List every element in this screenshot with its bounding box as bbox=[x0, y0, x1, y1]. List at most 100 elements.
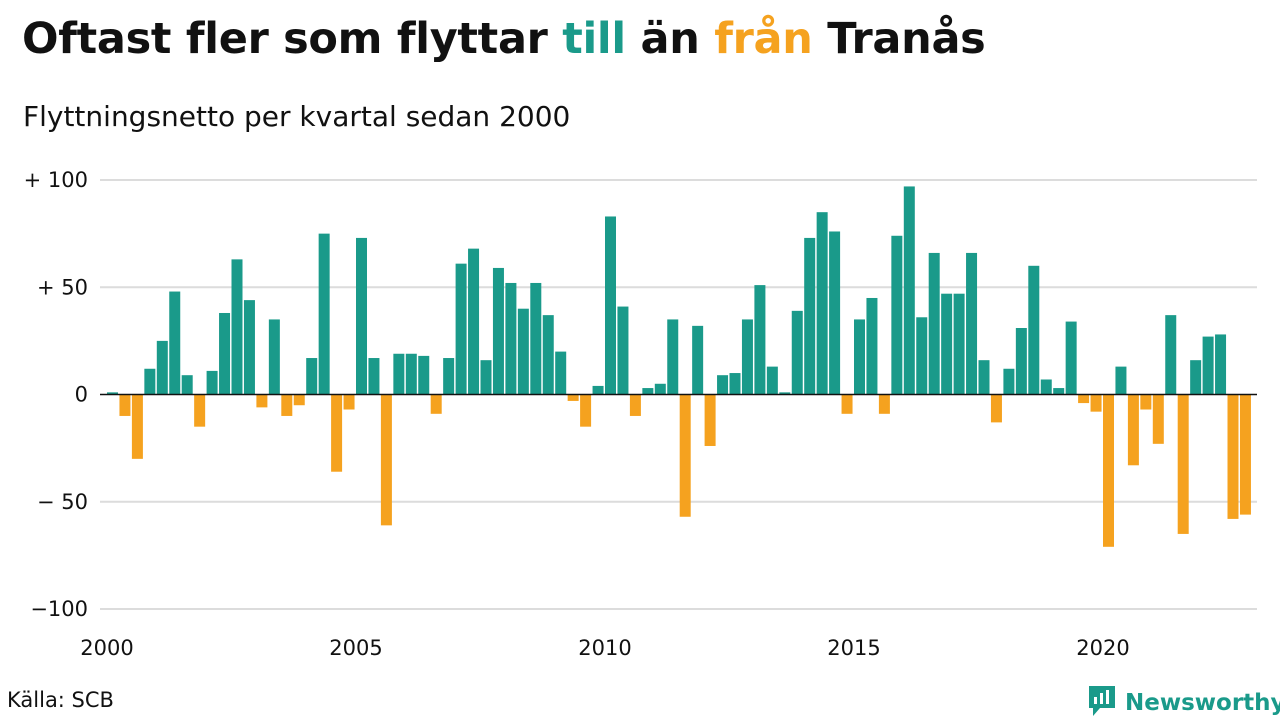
bar-positive bbox=[966, 252, 978, 395]
bar-positive bbox=[1003, 368, 1015, 395]
bar-positive bbox=[978, 360, 990, 395]
bar-positive bbox=[530, 282, 542, 395]
bar-positive bbox=[766, 366, 778, 395]
x-axis-labels: 2000 2005 2010 2015 2020 bbox=[80, 636, 1129, 660]
bar-negative bbox=[281, 394, 293, 416]
x-tick-label: 2020 bbox=[1076, 636, 1129, 660]
bar-negative bbox=[194, 394, 206, 427]
brand-name: Newsworthy bbox=[1125, 690, 1280, 716]
chart-subtitle: Flyttningsnetto per kvartal sedan 2000 bbox=[23, 100, 571, 133]
bar-negative bbox=[119, 394, 131, 416]
newsworthy-logo-icon bbox=[1087, 684, 1117, 722]
bar-positive bbox=[916, 317, 928, 395]
bar-negative bbox=[331, 394, 343, 472]
title-highlight-till: till bbox=[562, 14, 626, 64]
bar-positive bbox=[405, 353, 417, 395]
bar-positive bbox=[156, 340, 168, 395]
bar-negative bbox=[629, 394, 641, 416]
bar-positive bbox=[741, 319, 753, 395]
bar-positive bbox=[1202, 336, 1214, 395]
y-tick-label: + 50 bbox=[37, 275, 88, 299]
bar-positive bbox=[268, 319, 280, 395]
bar-positive bbox=[206, 370, 218, 395]
bar-positive bbox=[667, 319, 679, 395]
bar-positive bbox=[368, 358, 380, 395]
bar-positive bbox=[542, 315, 554, 395]
bar-positive bbox=[903, 186, 915, 395]
bar-positive bbox=[617, 306, 629, 395]
x-tick-label: 2005 bbox=[329, 636, 382, 660]
bar-positive bbox=[107, 392, 118, 395]
title-part-3: än bbox=[625, 14, 715, 64]
bar-positive bbox=[779, 392, 791, 395]
y-axis-labels: + 100 + 50 0 − 50 −100 bbox=[24, 168, 88, 621]
bar-positive bbox=[480, 360, 492, 395]
bar-chart: + 100 + 50 0 − 50 −100 2000 2005 2010 2015 2020 bbox=[24, 168, 1257, 660]
bar-negative bbox=[131, 394, 143, 459]
bar-positive bbox=[605, 216, 616, 395]
bar-negative bbox=[841, 394, 853, 414]
bar-positive bbox=[1053, 388, 1065, 395]
brand-logo: Newsworthy bbox=[1087, 684, 1280, 722]
bar-positive bbox=[468, 248, 480, 395]
bar-negative bbox=[1078, 394, 1090, 404]
bar-positive bbox=[754, 285, 766, 395]
bar-positive bbox=[928, 252, 940, 395]
bar-negative bbox=[1103, 394, 1114, 547]
y-tick-label: − 50 bbox=[37, 490, 88, 514]
chart-title: Oftast fler som flyttar till än från Tra… bbox=[22, 14, 986, 64]
bar-positive bbox=[692, 325, 704, 395]
title-highlight-fran: från bbox=[714, 14, 813, 64]
bar-positive bbox=[231, 259, 243, 395]
bar-negative bbox=[430, 394, 442, 414]
bar-positive bbox=[816, 212, 828, 395]
x-tick-label: 2000 bbox=[80, 636, 133, 660]
bar-positive bbox=[1065, 321, 1077, 395]
bar-positive bbox=[1215, 334, 1227, 395]
bar-negative bbox=[1239, 394, 1251, 515]
bar-positive bbox=[455, 263, 467, 395]
bar-positive bbox=[941, 293, 953, 395]
bar-positive bbox=[866, 297, 878, 395]
bar-positive bbox=[492, 267, 504, 395]
bar-positive bbox=[592, 385, 604, 395]
bar-negative bbox=[1140, 394, 1152, 410]
bar-positive bbox=[804, 237, 816, 395]
y-tick-label: + 100 bbox=[24, 168, 88, 192]
bar-positive bbox=[654, 383, 666, 395]
bar-negative bbox=[1090, 394, 1102, 412]
bar-positive bbox=[181, 375, 193, 395]
bar-positive bbox=[418, 355, 430, 395]
bar-positive bbox=[829, 231, 841, 395]
bar-positive bbox=[306, 358, 318, 395]
y-tick-label: 0 bbox=[75, 383, 88, 407]
bar-positive bbox=[891, 235, 903, 395]
bar-negative bbox=[1152, 394, 1164, 444]
bar-positive bbox=[517, 308, 529, 395]
bar-positive bbox=[1115, 366, 1127, 395]
bar-positive bbox=[555, 351, 567, 395]
bar-negative bbox=[293, 394, 305, 406]
x-tick-label: 2010 bbox=[578, 636, 631, 660]
bar-positive bbox=[243, 300, 255, 395]
source-note: Källa: SCB bbox=[7, 688, 114, 712]
bar-negative bbox=[704, 394, 716, 446]
grid-lines bbox=[100, 179, 1257, 610]
bar-positive bbox=[144, 368, 156, 395]
bar-negative bbox=[679, 394, 691, 517]
bar-positive bbox=[443, 358, 455, 395]
x-tick-label: 2015 bbox=[827, 636, 880, 660]
bar-positive bbox=[1190, 360, 1202, 395]
bar-positive bbox=[791, 310, 803, 395]
bar-negative bbox=[990, 394, 1002, 423]
bar-negative bbox=[1177, 394, 1189, 534]
bar-positive bbox=[356, 237, 367, 395]
bar-positive bbox=[953, 293, 965, 395]
bar-positive bbox=[1040, 379, 1052, 395]
bar-negative bbox=[380, 394, 392, 526]
bar-positive bbox=[219, 312, 231, 395]
bar-negative bbox=[343, 394, 355, 410]
title-part-1: Oftast fler som flyttar bbox=[22, 14, 563, 64]
bar-positive bbox=[318, 233, 330, 395]
bar-negative bbox=[878, 394, 890, 414]
